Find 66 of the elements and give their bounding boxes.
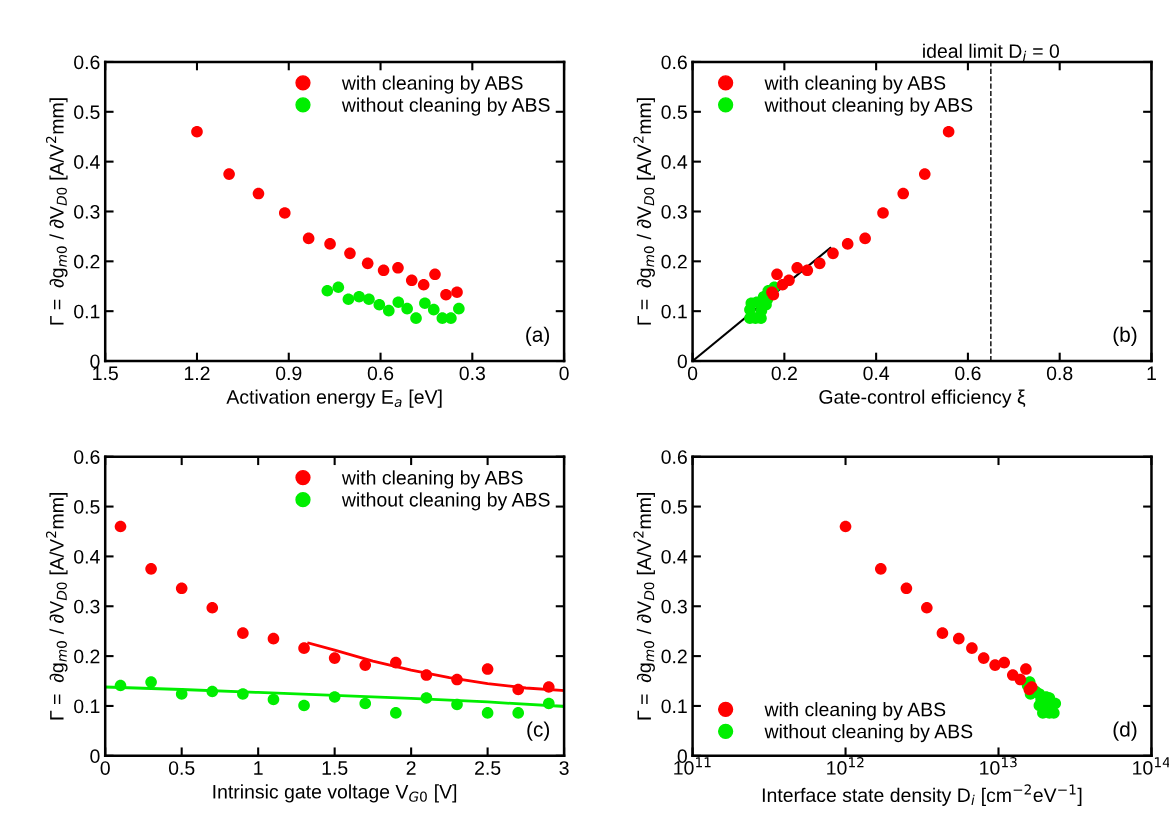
- legend-label: with cleaning by ABS: [341, 470, 523, 489]
- x-axis-title: Gate-control efficiency ξ: [819, 389, 1026, 408]
- y-tick-label: 0: [677, 354, 687, 369]
- x-tick-label: 1.2: [184, 366, 210, 380]
- x-tick-label: 0.4: [863, 366, 890, 381]
- y-tick-label: 0.6: [661, 55, 687, 70]
- x-tick-label: 3: [559, 761, 569, 775]
- x-tick-label: 0.6: [955, 366, 981, 381]
- x-tick-label: 0.5: [168, 761, 195, 775]
- y-tick-label: 0.5: [74, 500, 100, 514]
- x-tick-label: 0.3: [459, 366, 485, 381]
- y-axis-title: Γ = ∂g$_{m0}$ / ∂V$_{D0}$ [A/V$^{2}$mm]: [45, 493, 68, 720]
- y-tick-label: 0.4: [661, 155, 688, 169]
- y-tick-label: 0.2: [74, 649, 100, 664]
- y-tick-label: 0.4: [661, 549, 688, 564]
- annotation: (c): [527, 721, 550, 741]
- annotation: (d): [1113, 721, 1137, 741]
- x-tick-label: 0: [559, 366, 569, 381]
- x-tick-label: 0: [687, 366, 698, 381]
- legend-label: without cleaning by ABS: [341, 492, 550, 511]
- annotation: ideal limit D$_{i}$ = 0: [923, 43, 1060, 61]
- y-tick-label: 0.3: [661, 599, 687, 614]
- y-tick-label: 0.3: [74, 599, 100, 614]
- y-tick-label: 0.3: [661, 204, 687, 219]
- legend-label: with cleaning by ABS: [764, 702, 946, 721]
- y-tick-label: 0.1: [74, 304, 100, 319]
- legend-label: with cleaning by ABS: [764, 75, 946, 94]
- legend-label: without cleaning by ABS: [341, 97, 550, 116]
- y-tick-label: 0.6: [661, 450, 687, 464]
- y-tick-label: 0.2: [661, 254, 687, 269]
- y-axis-title: Γ = ∂g$_{m0}$ / ∂V$_{D0}$ [A/V$^{2}$mm]: [633, 493, 655, 720]
- y-tick-label: 0.5: [661, 105, 687, 120]
- legend-label: without cleaning by ABS: [764, 97, 973, 116]
- legend-label: without cleaning by ABS: [764, 724, 973, 743]
- y-tick-label: 0.6: [74, 55, 100, 70]
- y-tick-label: 0.1: [74, 699, 100, 714]
- x-tick-label: 0.8: [1046, 366, 1073, 381]
- x-tick-label: 0.2: [771, 366, 797, 381]
- legend-label: with cleaning by ABS: [341, 75, 523, 94]
- x-tick-label: 10$^{13}$: [980, 757, 1017, 775]
- y-tick-label: 0.4: [74, 549, 100, 564]
- x-tick-label: 1: [254, 761, 263, 775]
- y-axis-title: Γ = ∂g$_{m0}$ / ∂V$_{D0}$ [A/V$^{2}$mm]: [45, 98, 68, 325]
- y-axis-title: Γ = ∂g$_{m0}$ / ∂V$_{D0}$ [A/V$^{2}$mm]: [633, 98, 655, 325]
- x-tick-label: 0.6: [367, 366, 394, 381]
- y-tick-label: 0.2: [74, 254, 100, 269]
- y-tick-label: 0.5: [661, 500, 687, 514]
- x-tick-label: 0.9: [276, 366, 302, 381]
- x-tick-label: 2: [406, 761, 416, 775]
- y-tick-label: 0.2: [661, 649, 687, 664]
- annotation: (b): [1113, 326, 1137, 347]
- y-tick-label: 0.4: [74, 155, 100, 169]
- x-tick-label: 10$^{12}$: [827, 757, 864, 775]
- y-tick-label: 0.1: [661, 304, 687, 319]
- x-axis-title: Interface state density D$_{i}$ [cm$^{−2}$eV$^{−1}$]: [762, 784, 1082, 806]
- y-tick-label: 0.5: [74, 105, 100, 120]
- annotation: (a): [526, 326, 550, 347]
- x-tick-label: 1: [1147, 366, 1156, 380]
- x-tick-label: 1.5: [322, 761, 348, 775]
- x-tick-label: 0: [100, 761, 110, 775]
- x-axis-title: Intrinsic gate voltage V$_{G0}$ [V]: [213, 784, 457, 803]
- y-tick-label: 0.1: [661, 699, 687, 714]
- x-tick-label: 2.5: [475, 761, 501, 775]
- y-tick-label: 0.3: [74, 204, 100, 219]
- y-tick-label: 0.6: [74, 450, 100, 464]
- x-axis-title: Activation energy E$_{a}$ [eV]: [226, 389, 442, 408]
